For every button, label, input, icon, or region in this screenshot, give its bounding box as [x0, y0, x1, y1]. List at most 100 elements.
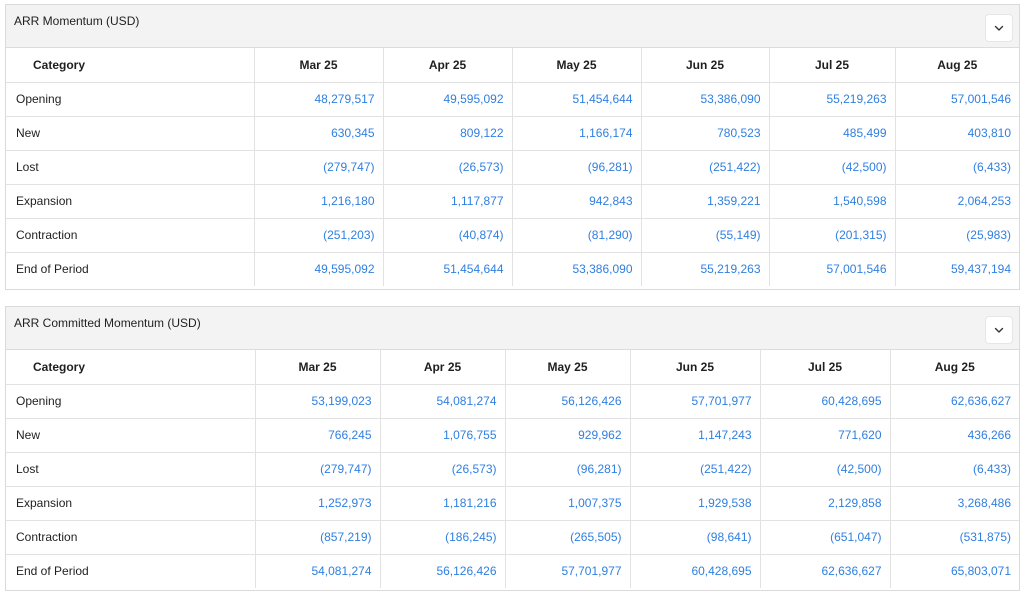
value-cell[interactable]: (531,875)	[890, 520, 1019, 555]
value-cell[interactable]: 1,166,174	[512, 116, 642, 151]
value-cell[interactable]: 403,810	[895, 116, 1019, 151]
value-cell[interactable]: (265,505)	[505, 520, 631, 555]
value-cell[interactable]: 766,245	[255, 418, 381, 453]
value-cell[interactable]: (279,747)	[255, 452, 381, 487]
row-category: New	[6, 418, 256, 453]
value-cell[interactable]: 62,636,627	[760, 554, 891, 588]
value-cell[interactable]: (26,573)	[380, 452, 506, 487]
value-cell[interactable]: 57,001,546	[895, 82, 1019, 117]
panel-header: ARR Committed Momentum (USD)	[6, 307, 1019, 350]
table-row: New 630,345 809,122 1,166,174 780,523 48…	[6, 116, 1019, 151]
value-cell[interactable]: 53,386,090	[512, 252, 642, 286]
header-row: Category Mar 25 Apr 25 May 25 Jun 25 Jul…	[6, 48, 1019, 83]
value-cell[interactable]: (55,149)	[641, 218, 770, 253]
value-cell[interactable]: 60,428,695	[630, 554, 761, 588]
value-cell[interactable]: (6,433)	[890, 452, 1019, 487]
value-cell[interactable]: 54,081,274	[255, 554, 381, 588]
header-row: Category Mar 25 Apr 25 May 25 Jun 25 Jul…	[6, 350, 1019, 385]
value-cell[interactable]: (40,874)	[383, 218, 513, 253]
collapse-button[interactable]	[985, 316, 1013, 344]
value-cell[interactable]: 54,081,274	[380, 384, 506, 419]
value-cell[interactable]: (279,747)	[254, 150, 384, 185]
column-header-month: Aug 25	[890, 350, 1019, 385]
value-cell[interactable]: 65,803,071	[950, 564, 1011, 579]
value-cell[interactable]: 436,266	[890, 418, 1019, 453]
value-cell[interactable]: 59,437,194	[950, 262, 1011, 277]
value-cell[interactable]: 1,252,973	[255, 486, 381, 521]
value-cell[interactable]: 49,595,092	[254, 252, 384, 286]
value-cell[interactable]: 1,216,180	[254, 184, 384, 219]
value-cell[interactable]: (42,500)	[760, 452, 891, 487]
chevron-down-icon	[994, 327, 1004, 333]
value-cell[interactable]: 2,064,253	[895, 184, 1019, 219]
value-cell[interactable]: 57,701,977	[505, 554, 631, 588]
value-cell[interactable]: (251,422)	[641, 150, 770, 185]
value-cell[interactable]: (857,219)	[255, 520, 381, 555]
column-header-category: Category	[6, 350, 256, 385]
value-cell[interactable]: 55,219,263	[769, 82, 896, 117]
value-cell[interactable]: 53,386,090	[641, 82, 770, 117]
value-cell[interactable]: (186,245)	[380, 520, 506, 555]
value-cell[interactable]: 62,636,627	[890, 384, 1019, 419]
column-header-month: Mar 25	[255, 350, 381, 385]
value-cell[interactable]: 56,126,426	[380, 554, 506, 588]
value-cell[interactable]: 771,620	[760, 418, 891, 453]
value-cell[interactable]: 485,499	[769, 116, 896, 151]
value-cell[interactable]: 51,454,644	[383, 252, 513, 286]
value-cell[interactable]: 1,117,877	[383, 184, 513, 219]
value-cell[interactable]: 56,126,426	[505, 384, 631, 419]
value-cell[interactable]: 1,147,243	[630, 418, 761, 453]
row-category: Opening	[6, 82, 255, 117]
arr-momentum-panel: ARR Momentum (USD) Category Mar 25 Apr 2…	[5, 4, 1020, 290]
value-cell[interactable]: 55,219,263	[641, 252, 770, 286]
row-category: Expansion	[6, 184, 255, 219]
chevron-down-icon	[994, 25, 1004, 31]
value-cell[interactable]: (96,281)	[512, 150, 642, 185]
value-cell[interactable]: (81,290)	[512, 218, 642, 253]
value-cell[interactable]: 49,595,092	[383, 82, 513, 117]
column-header-month: Jul 25	[760, 350, 891, 385]
column-header-month: Aug 25	[895, 48, 1019, 83]
value-cell[interactable]: 3,268,486	[890, 486, 1019, 521]
value-cell[interactable]: 1,076,755	[380, 418, 506, 453]
value-cell[interactable]: 60,428,695	[760, 384, 891, 419]
value-cell[interactable]: 53,199,023	[255, 384, 381, 419]
value-cell[interactable]: 1,359,221	[641, 184, 770, 219]
value-cell[interactable]: (42,500)	[769, 150, 896, 185]
table-row: Expansion 1,216,180 1,117,877 942,843 1,…	[6, 184, 1019, 219]
value-cell[interactable]: 809,122	[383, 116, 513, 151]
table-row: End of Period 54,081,274 56,126,426 57,7…	[6, 554, 1019, 588]
value-cell[interactable]: 57,001,546	[769, 252, 896, 286]
value-cell[interactable]: (651,047)	[760, 520, 891, 555]
value-cell[interactable]: (6,433)	[895, 150, 1019, 185]
value-cell[interactable]: 1,540,598	[769, 184, 896, 219]
value-cell[interactable]: 1,929,538	[630, 486, 761, 521]
value-cell[interactable]: 929,962	[505, 418, 631, 453]
value-cell[interactable]: 780,523	[641, 116, 770, 151]
row-category: End of Period	[6, 252, 255, 286]
momentum-table: Category Mar 25 Apr 25 May 25 Jun 25 Jul…	[6, 350, 1019, 588]
row-category: Contraction	[6, 520, 256, 555]
table-row: Opening 53,199,023 54,081,274 56,126,426…	[6, 384, 1019, 419]
value-cell[interactable]: 48,279,517	[254, 82, 384, 117]
value-cell[interactable]: (251,203)	[254, 218, 384, 253]
value-cell[interactable]: 1,007,375	[505, 486, 631, 521]
table-row: New 766,245 1,076,755 929,962 1,147,243 …	[6, 418, 1019, 453]
table-row: Opening 48,279,517 49,595,092 51,454,644…	[6, 82, 1019, 117]
value-cell[interactable]: (26,573)	[383, 150, 513, 185]
value-cell[interactable]: 942,843	[512, 184, 642, 219]
value-cell[interactable]: (25,983)	[895, 218, 1019, 253]
value-cell[interactable]: (98,641)	[630, 520, 761, 555]
value-cell[interactable]: (251,422)	[630, 452, 761, 487]
value-cell[interactable]: (201,315)	[769, 218, 896, 253]
table-row: Lost (279,747) (26,573) (96,281) (251,42…	[6, 452, 1019, 487]
value-cell[interactable]: 630,345	[254, 116, 384, 151]
column-header-month: May 25	[512, 48, 642, 83]
value-cell[interactable]: 51,454,644	[512, 82, 642, 117]
value-cell[interactable]: 2,129,858	[760, 486, 891, 521]
value-cell[interactable]: (96,281)	[505, 452, 631, 487]
value-cell[interactable]: 1,181,216	[380, 486, 506, 521]
panel-title: ARR Committed Momentum (USD)	[14, 316, 201, 330]
collapse-button[interactable]	[985, 14, 1013, 42]
value-cell[interactable]: 57,701,977	[630, 384, 761, 419]
